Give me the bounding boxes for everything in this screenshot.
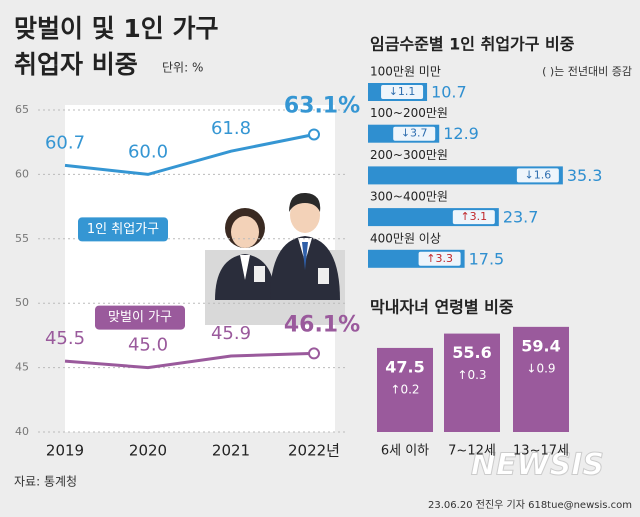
title: 맞벌이 및 1인 가구	[14, 14, 219, 43]
bar	[444, 333, 500, 432]
value-label: 45.5	[45, 328, 85, 349]
y-tick-label: 55	[15, 232, 29, 245]
illustration	[205, 192, 345, 325]
line	[64, 133, 315, 176]
change-label: ↑3.3	[426, 252, 453, 265]
x-tick-label: 2022년	[288, 442, 340, 460]
change-box	[393, 126, 436, 141]
category-label: 100~200만원	[370, 106, 448, 120]
bar	[368, 166, 563, 185]
series-label: 맞벌이 가구	[108, 310, 172, 325]
value-label: 60.0	[128, 141, 168, 162]
unit: 단위: %	[162, 61, 203, 75]
x-tick-label: 2019	[46, 442, 84, 460]
x-tick-label: 6세 이하	[381, 444, 429, 459]
y-tick-label: 50	[15, 296, 29, 309]
change-box	[516, 168, 559, 183]
y-tick-label: 40	[15, 425, 29, 438]
value-label: 55.6	[452, 343, 491, 362]
y-tick-label: 65	[15, 103, 29, 116]
change-label: ↓3.7	[401, 127, 428, 140]
change-label: ↓0.9	[526, 361, 555, 375]
value-label: 10.7	[431, 83, 467, 102]
change-label: ↑0.2	[390, 382, 419, 396]
value-label: 63.1%	[284, 93, 360, 118]
value-label: 45.9	[211, 323, 251, 344]
category-label: 100만원 미만	[370, 65, 441, 79]
value-label: 35.3	[567, 166, 603, 185]
change-label: ↓1.6	[524, 168, 551, 181]
category-label: 200~300만원	[370, 148, 448, 162]
x-tick-label: 2021	[212, 442, 250, 460]
value-label: 59.4	[521, 336, 560, 355]
bar	[377, 347, 433, 432]
value-label: 23.7	[503, 208, 539, 227]
x-tick-label: 13~17세	[513, 444, 569, 459]
point	[308, 347, 320, 360]
chart-title: 임금수준별 1인 취업가구 비중	[370, 35, 575, 54]
y-tick-label: 45	[15, 361, 29, 374]
category-label: 300~400만원	[370, 190, 448, 204]
value-label: 17.5	[469, 249, 505, 268]
point	[308, 128, 320, 141]
category-label: 400만원 이상	[370, 231, 441, 245]
source: 자료: 통계청	[14, 475, 77, 489]
bar	[513, 326, 569, 432]
y-tick-label: 60	[15, 167, 29, 180]
value-label: 60.7	[45, 132, 85, 153]
change-box	[452, 210, 495, 225]
value-label: 45.0	[128, 335, 168, 356]
change-box	[418, 251, 461, 266]
line	[64, 351, 315, 370]
value-label: 61.8	[211, 118, 251, 139]
value-label: 46.1%	[284, 312, 360, 337]
series-label-box	[78, 217, 168, 242]
change-box	[381, 85, 424, 99]
x-tick-label: 7~12세	[448, 444, 496, 459]
change-label: ↓1.1	[389, 85, 416, 98]
title: 취업자 비중	[14, 50, 138, 79]
value-label: 12.9	[443, 124, 479, 143]
change-label: ↑0.3	[457, 368, 486, 382]
credit: 23.06.20 전진우 기자 618tue@newsis.com	[428, 499, 632, 511]
note: ( )는 전년대비 증감	[542, 65, 632, 78]
watermark: NEWSIS	[471, 448, 604, 483]
change-label: ↑3.1	[460, 210, 487, 223]
chart-title: 막내자녀 연령별 비중	[370, 298, 514, 317]
series-label: 1인 취업가구	[87, 222, 159, 237]
value-label: 47.5	[385, 357, 424, 376]
series-label-box	[95, 305, 185, 330]
x-tick-label: 2020	[129, 442, 167, 460]
